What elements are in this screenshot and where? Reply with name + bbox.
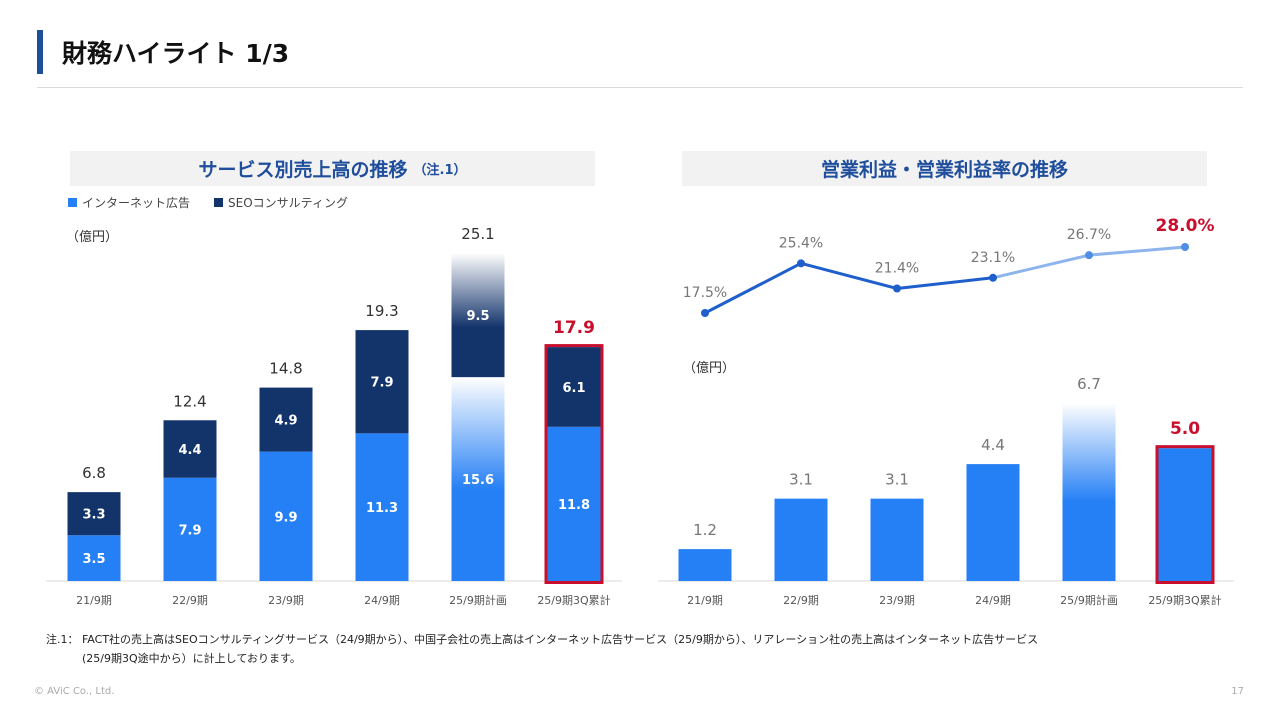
profit-bar [870, 498, 924, 581]
margin-line-segment [703, 261, 803, 315]
x-tick-label: 25/9期3Q累計 [537, 593, 610, 607]
data-label-internet-ads: 7.9 [178, 523, 201, 538]
x-tick-label: 25/9期計画 [1060, 593, 1118, 607]
profit-bar [966, 464, 1020, 581]
profit-value-label: 3.1 [789, 471, 813, 489]
bar-seo [163, 420, 217, 478]
legend-swatch-seo [214, 198, 224, 207]
page-number: 17 [1231, 686, 1244, 697]
margin-label: 28.0% [1156, 216, 1215, 236]
legend-label-internet-ads: インターネット広告 [82, 196, 191, 210]
footnote-line-2: (25/9期3Q途中から）に計上しております。 [82, 652, 301, 665]
legend-item-seo: SEOコンサルティング [214, 194, 348, 211]
total-label: 6.8 [82, 464, 106, 482]
title-divider [37, 87, 1243, 88]
legend-swatch-internet-ads [68, 198, 77, 207]
total-label: 17.9 [553, 318, 595, 338]
profit-bar [774, 498, 828, 581]
data-label-seo: 4.4 [178, 443, 201, 458]
x-tick-label: 22/9期 [172, 594, 208, 607]
sales-stacked-bar-chart: 3.5 3.3 6.8 21/9期 7.9 4.4 12.4 22/9期 9.9 4.9 14.8 2… [46, 225, 622, 607]
data-label-seo: 9.5 [466, 309, 489, 324]
copyright: © AViC Co., Ltd. [34, 686, 115, 697]
x-tick-label: 23/9期 [268, 594, 304, 607]
data-label-internet-ads: 15.6 [462, 473, 494, 488]
right-section-title: 営業利益・営業利益率の推移 [820, 159, 1068, 181]
left-unit-label: （億円） [66, 230, 119, 245]
legend: インターネット広告 SEOコンサルティング [68, 194, 348, 211]
data-label-seo: 6.1 [562, 381, 585, 396]
right-unit-label: （億円） [683, 361, 736, 376]
profit-value-label: 3.1 [885, 471, 909, 489]
profit-value-label: 4.4 [981, 436, 1005, 454]
bar-internet-ads [451, 377, 505, 581]
margin-point [1085, 251, 1093, 260]
bar-internet-ads [67, 535, 121, 581]
legend-label-seo: SEOコンサルティング [228, 196, 348, 210]
bar-seo [259, 387, 313, 452]
right-section-header: 営業利益・営業利益率の推移 [682, 151, 1207, 186]
profit-chart: 1.2 21/9期 3.1 22/9期 3.1 23/9期 4.4 24/9期 6.7 25/9期… [658, 216, 1234, 607]
margin-point [701, 309, 709, 317]
left-section-note: （注.1） [413, 163, 467, 178]
page-title: 財務ハイライト 1/3 [62, 39, 290, 68]
profit-bar [678, 549, 732, 581]
highlight-frame [544, 344, 604, 584]
profit-value-label: 5.0 [1170, 419, 1200, 439]
margin-label: 21.4% [875, 260, 919, 276]
margin-label: 25.4% [779, 235, 823, 251]
total-label: 14.8 [269, 360, 302, 378]
margin-point [893, 284, 901, 293]
bar-internet-ads [259, 451, 313, 581]
x-tick-label: 25/9期計画 [449, 593, 507, 607]
data-label-seo: 4.9 [274, 414, 297, 429]
bar-seo [451, 253, 505, 378]
total-label: 19.3 [365, 302, 398, 320]
x-tick-label: 24/9期 [364, 594, 400, 607]
total-label: 25.1 [461, 225, 494, 243]
x-tick-label: 23/9期 [879, 594, 915, 607]
bar-seo [67, 492, 121, 536]
highlight-frame [1155, 445, 1215, 584]
margin-line-segment [991, 253, 1091, 280]
x-tick-label: 24/9期 [975, 594, 1011, 607]
x-tick-label: 25/9期3Q累計 [1148, 593, 1221, 607]
data-label-internet-ads: 11.3 [366, 501, 398, 516]
profit-bar [1062, 403, 1116, 581]
margin-point [797, 259, 805, 268]
bar-internet-ads [355, 433, 409, 581]
footnote: 注.1： FACT社の売上高はSEOコンサルティングサービス（24/9期から）、… [46, 630, 1236, 668]
margin-line-segment [799, 261, 899, 290]
profit-bar [1158, 448, 1212, 581]
margin-label: 17.5% [683, 285, 727, 301]
data-label-seo: 3.3 [82, 508, 105, 523]
bar-internet-ads [547, 426, 601, 581]
margin-point [989, 273, 997, 282]
margin-point [1181, 243, 1189, 251]
profit-value-label: 6.7 [1077, 375, 1101, 393]
legend-item-internet-ads: インターネット広告 [68, 194, 190, 211]
margin-label: 26.7% [1067, 227, 1111, 243]
data-label-internet-ads: 3.5 [82, 552, 105, 567]
left-section-header: サービス別売上高の推移 （注.1） [70, 151, 595, 186]
title-accent-bar [37, 30, 43, 74]
x-tick-label: 21/9期 [687, 594, 723, 607]
data-label-internet-ads: 9.9 [274, 510, 297, 525]
profit-value-label: 1.2 [693, 521, 717, 539]
bar-seo [355, 330, 409, 434]
footnote-line-1: 注.1： FACT社の売上高はSEOコンサルティングサービス（24/9期から）、… [46, 633, 1039, 646]
x-tick-label: 22/9期 [783, 594, 819, 607]
margin-line-segment [1087, 245, 1187, 257]
data-label-internet-ads: 11.8 [558, 498, 590, 513]
bar-internet-ads [163, 477, 217, 581]
left-section-title: サービス別売上高の推移 [198, 159, 408, 181]
data-label-seo: 7.9 [370, 376, 393, 391]
bar-seo [547, 347, 601, 427]
x-tick-label: 21/9期 [76, 594, 112, 607]
total-label: 12.4 [173, 392, 206, 410]
margin-label: 23.1% [971, 250, 1015, 266]
margin-line-segment [895, 276, 995, 290]
